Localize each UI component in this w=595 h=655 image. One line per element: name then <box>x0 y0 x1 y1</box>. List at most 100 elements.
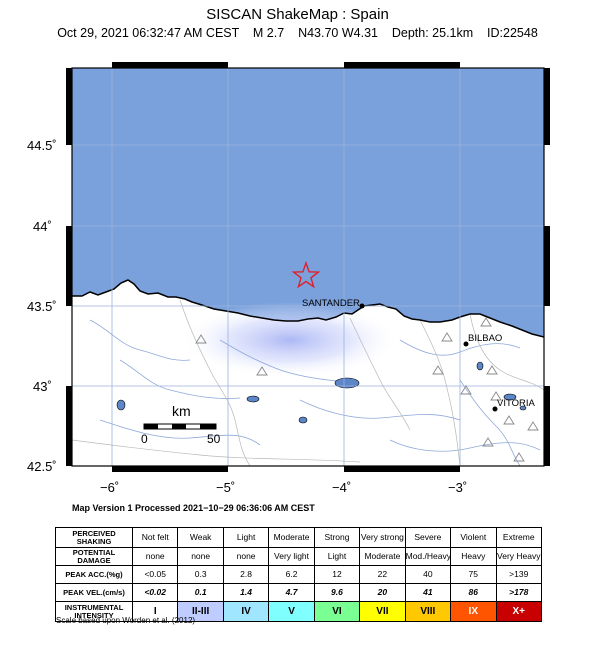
scale-title: km <box>172 403 191 419</box>
event-info: Oct 29, 2021 06:32:47 AM CEST M 2.7 N43.… <box>57 26 538 40</box>
legend-cell: Violent <box>450 527 497 548</box>
legend-cell: IX <box>450 601 497 622</box>
map-title: SISCAN ShakeMap : Spain <box>206 6 389 23</box>
grid-lines <box>72 68 544 466</box>
lat-label: 43˚ <box>33 379 52 394</box>
lon-label: −6˚ <box>100 480 119 495</box>
legend-cell: 2.8 <box>222 565 270 584</box>
legend-cell: 0.1 <box>177 583 224 602</box>
scale-end: 50 <box>207 432 221 446</box>
rivers <box>89 319 541 466</box>
legend-cell: 6.2 <box>268 565 315 584</box>
triangle-icon <box>432 365 444 375</box>
legend-cell: Very Heavy <box>495 547 542 566</box>
shakemap: SANTANDER BILBAO VITORIA km 0 50 44.5 <box>27 62 550 495</box>
legend-cell: II-III <box>177 601 224 622</box>
coastline <box>72 279 544 338</box>
legend-cell: none <box>222 547 270 566</box>
city-bilbao: BILBAO <box>468 333 502 344</box>
city-marker <box>492 406 498 412</box>
triangle-icon <box>490 391 502 401</box>
legend-cell: 4.7 <box>268 583 315 602</box>
lat-label: 42.5˚ <box>27 459 57 474</box>
legend-cell: >139 <box>495 565 542 584</box>
triangle-icon <box>480 317 492 327</box>
legend-cell: 41 <box>404 583 452 602</box>
stations <box>195 317 539 462</box>
legend-cell: Moderate <box>268 527 315 548</box>
scale-bar: km 0 50 <box>141 403 221 446</box>
legend-row: PEAK VEL.(cm/s) <0.02 0.1 1.4 4.7 9.6 20 41 86 >1… <box>55 583 542 602</box>
legend-row: POTENTIAL DAMAGE none none none Very light Li… <box>55 547 542 566</box>
lon-label: −3˚ <box>448 480 467 495</box>
boundaries <box>72 299 544 466</box>
legend-cell: >178 <box>495 583 542 602</box>
city-marker <box>463 341 469 347</box>
legend-row-head: PEAK VEL.(cm/s) <box>55 583 133 602</box>
city-vitoria: VITORIA <box>497 398 535 409</box>
legend-cell: Light <box>222 527 270 548</box>
legend-cell: 40 <box>404 565 452 584</box>
legend-row: PERCEIVED SHAKING Not felt Weak Light Modera… <box>55 527 542 548</box>
legend-cell: 22 <box>359 565 406 584</box>
legend-cell: <0.02 <box>131 583 179 602</box>
shaking-area <box>180 302 400 378</box>
legend-cell: 9.6 <box>313 583 361 602</box>
city-marker <box>359 303 365 309</box>
legend-cell: Not felt <box>131 527 179 548</box>
triangle-icon <box>513 452 525 462</box>
legend-cell: 86 <box>450 583 497 602</box>
legend-cell: X+ <box>495 601 542 622</box>
legend-cell: none <box>131 547 179 566</box>
lon-label: −4˚ <box>332 480 351 495</box>
lon-label: −5˚ <box>216 480 235 495</box>
legend-cell: 75 <box>450 565 497 584</box>
legend-cell: Very strong <box>359 527 406 548</box>
legend-cell: 1.4 <box>222 583 270 602</box>
triangle-icon <box>503 415 515 425</box>
triangle-icon <box>195 334 207 344</box>
scale-start: 0 <box>141 432 148 446</box>
lat-label: 44.5˚ <box>27 138 57 153</box>
legend-row: INSTRUMENTAL INTENSITY I II-III IV V VI VII VII… <box>55 601 542 622</box>
scale-note: Scale based upon Worden et al. (2012) <box>56 616 196 625</box>
frame-border <box>66 62 550 472</box>
triangle-icon <box>256 366 268 376</box>
legend-cell: Moderate <box>359 547 406 566</box>
legend-cell: none <box>177 547 224 566</box>
cities: SANTANDER BILBAO VITORIA <box>302 298 535 412</box>
legend-cell: VI <box>313 601 361 622</box>
legend-cell: I <box>131 601 179 622</box>
legend-cell: <0.05 <box>131 565 179 584</box>
intensity-legend: PERCEIVED SHAKING Not felt Weak Light Modera… <box>55 527 542 622</box>
triangle-icon <box>441 332 453 342</box>
legend-cell: Light <box>313 547 361 566</box>
legend-cell: Heavy <box>450 547 497 566</box>
legend-cell: IV <box>222 601 270 622</box>
legend-cell: 0.3 <box>177 565 224 584</box>
reservoirs <box>116 361 527 424</box>
triangle-icon <box>527 421 539 431</box>
legend-cell: Weak <box>177 527 224 548</box>
legend-row-head: PEAK ACC.(%g) <box>55 565 133 584</box>
legend-cell: V <box>268 601 315 622</box>
legend-cell: Strong <box>313 527 361 548</box>
legend-cell: VIII <box>404 601 452 622</box>
legend-cell: Very light <box>268 547 315 566</box>
legend-row-head: POTENTIAL DAMAGE <box>55 547 133 566</box>
legend-cell: Extreme <box>495 527 542 548</box>
triangle-icon <box>486 365 498 375</box>
city-santander: SANTANDER <box>302 298 360 309</box>
lat-label: 44˚ <box>33 219 52 234</box>
legend-row: PEAK ACC.(%g) <0.05 0.3 2.8 6.2 12 22 40 75 >139 <box>55 565 542 584</box>
legend-cell: Severe <box>404 527 452 548</box>
legend-cell: 12 <box>313 565 361 584</box>
legend-cell: Mod./Heavy <box>404 547 452 566</box>
legend-cell: 20 <box>359 583 406 602</box>
triangle-icon <box>460 385 472 395</box>
triangle-icon <box>482 437 494 447</box>
legend-cell: VII <box>359 601 406 622</box>
processed-note: Map Version 1 Processed 2021−10−29 06:36… <box>72 503 315 513</box>
legend-row-head: PERCEIVED SHAKING <box>55 527 133 548</box>
lat-label: 43.5˚ <box>27 299 57 314</box>
